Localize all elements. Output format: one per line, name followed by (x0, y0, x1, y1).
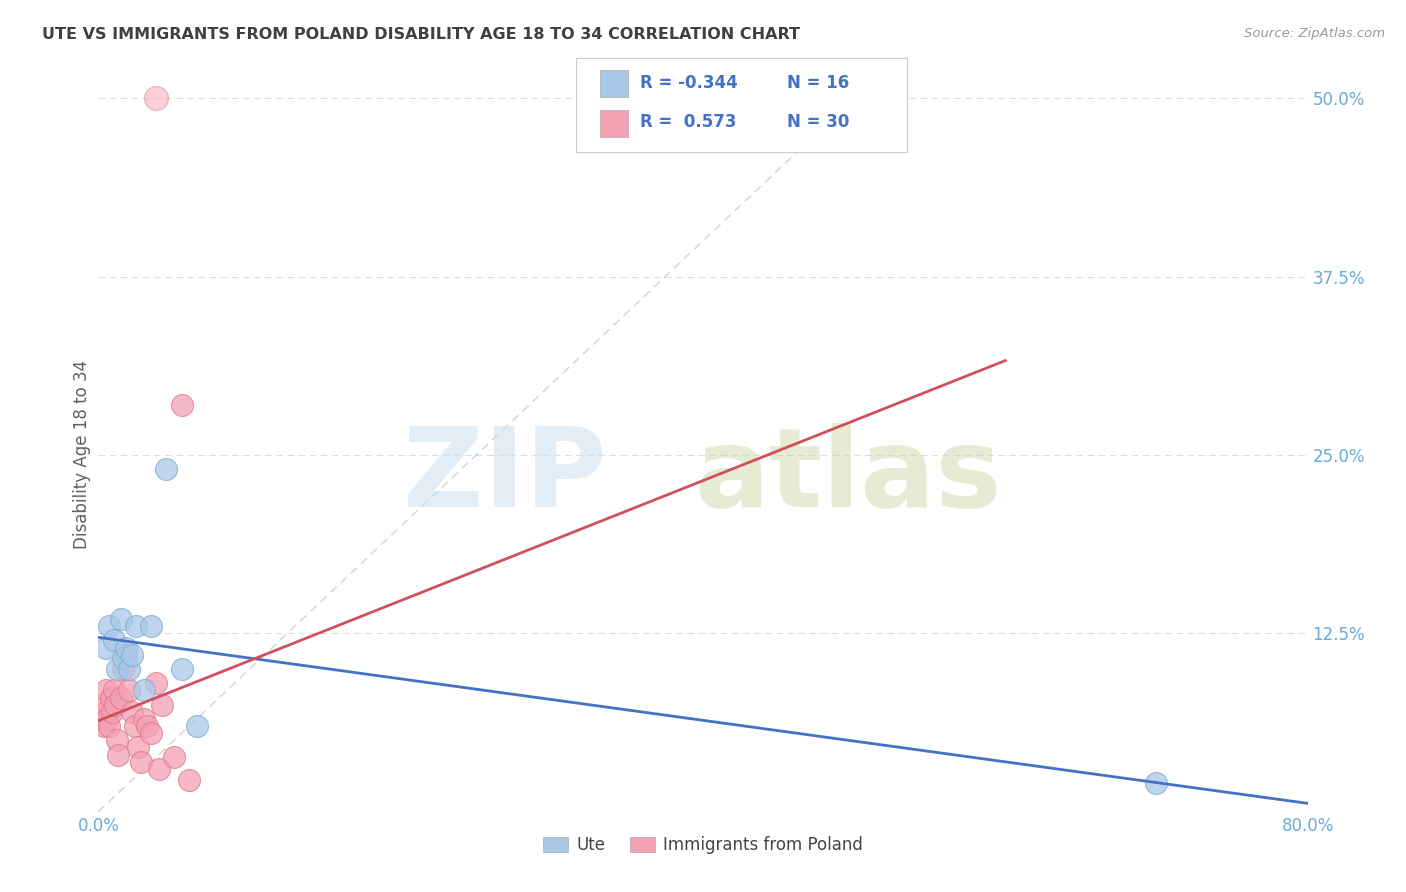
Text: R =  0.573: R = 0.573 (640, 113, 737, 131)
Point (155, 462, 177, 476)
Point (110, 612, 132, 626)
Point (103, 683, 125, 698)
Point (111, 662, 134, 676)
Point (101, 705, 124, 719)
Point (129, 755, 152, 769)
Point (94, 705, 117, 719)
Point (118, 683, 141, 698)
Point (105, 733, 128, 747)
Point (103, 633, 125, 648)
Text: N = 16: N = 16 (787, 74, 849, 92)
Point (1144, 776, 1167, 790)
Point (96, 712, 118, 726)
Point (148, 762, 170, 776)
Point (90, 698, 112, 712)
Legend: Ute, Immigrants from Poland: Ute, Immigrants from Poland (536, 830, 870, 861)
Point (104, 698, 127, 712)
Point (121, 705, 143, 719)
Point (94, 640, 117, 655)
Point (94, 683, 117, 698)
Point (145, 91, 167, 105)
Text: UTE VS IMMIGRANTS FROM POLAND DISABILITY AGE 18 TO 34 CORRELATION CHART: UTE VS IMMIGRANTS FROM POLAND DISABILITY… (42, 27, 800, 42)
Point (114, 640, 136, 655)
Point (150, 698, 173, 712)
Point (141, 726, 163, 740)
Point (125, 619, 148, 633)
Point (141, 619, 163, 633)
Point (170, 398, 193, 412)
Y-axis label: Disability Age 18 to 34: Disability Age 18 to 34 (73, 360, 91, 549)
Point (100, 690, 122, 705)
Point (114, 648, 136, 662)
Point (121, 648, 143, 662)
Point (170, 662, 193, 676)
Point (132, 712, 155, 726)
Point (98, 719, 121, 733)
Text: atlas: atlas (695, 423, 1002, 530)
Point (110, 690, 132, 705)
Text: Source: ZipAtlas.com: Source: ZipAtlas.com (1244, 27, 1385, 40)
Point (179, 773, 201, 788)
Point (132, 683, 155, 698)
Point (118, 662, 141, 676)
Point (93, 719, 115, 733)
Point (186, 719, 208, 733)
Text: ZIP: ZIP (404, 423, 606, 530)
Point (111, 650, 134, 665)
Point (124, 719, 146, 733)
Text: N = 30: N = 30 (787, 113, 849, 131)
Point (98, 619, 121, 633)
Point (91, 712, 114, 726)
Point (135, 719, 157, 733)
Point (163, 750, 186, 764)
Text: R = -0.344: R = -0.344 (640, 74, 738, 92)
Point (145, 676, 167, 690)
Point (127, 740, 149, 755)
Point (107, 747, 129, 762)
Point (105, 662, 128, 676)
